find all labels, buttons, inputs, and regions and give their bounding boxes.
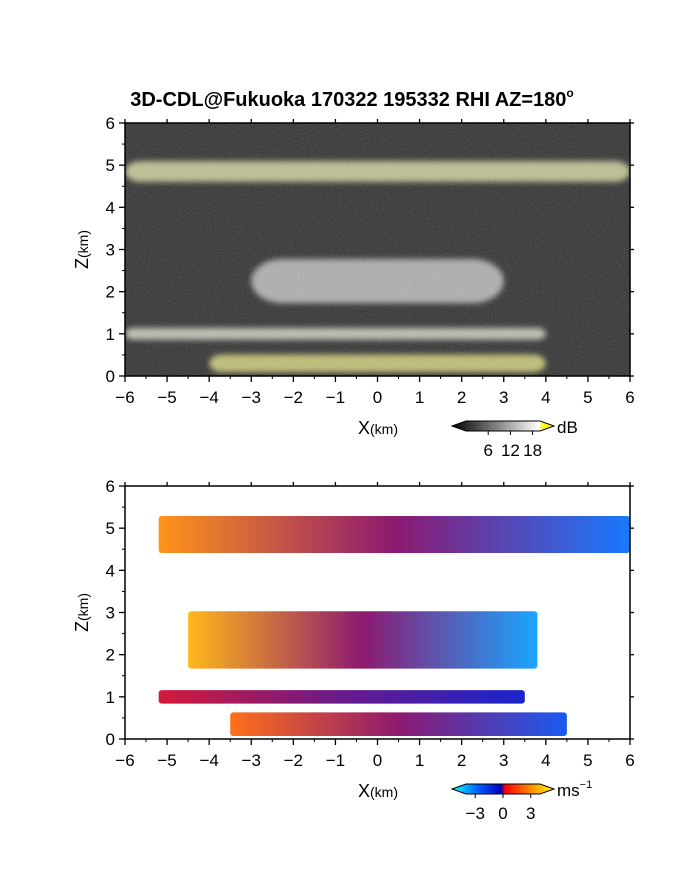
colorbar-tick-label: 3 xyxy=(526,804,535,823)
y-tick-label: 2 xyxy=(106,646,115,665)
colorbar-bar xyxy=(450,783,556,795)
colorbar-ticks: −3 0 3 xyxy=(466,794,535,823)
x-tick-label: −3 xyxy=(242,751,261,770)
y-axis-label: Z(km) xyxy=(72,593,92,632)
x-tick-label: −2 xyxy=(284,388,303,407)
y-tick-label: 2 xyxy=(106,283,115,302)
y-tick-label: 1 xyxy=(106,325,115,344)
x-tick-label: 1 xyxy=(415,388,424,407)
x-tick-label: 4 xyxy=(541,388,550,407)
x-tick-label: 5 xyxy=(583,388,592,407)
x-tick-label: 2 xyxy=(457,751,466,770)
x-tick-label: 1 xyxy=(415,751,424,770)
x-tick-label: 6 xyxy=(625,751,634,770)
x-tick-label: 0 xyxy=(373,751,382,770)
velocity-layer xyxy=(158,515,630,554)
colorbar-ticks: 6 12 18 xyxy=(483,431,542,460)
x-tick-label: 3 xyxy=(499,388,508,407)
colorbar-unit: dB xyxy=(557,418,578,437)
colorbar-tick-label: 18 xyxy=(523,441,542,460)
y-tick-label: 4 xyxy=(106,198,115,217)
x-tick-label: 5 xyxy=(583,751,592,770)
y-tick-label: 3 xyxy=(106,241,115,260)
x-tick-label: −2 xyxy=(284,751,303,770)
axes-frame: −6 −5 −4 −3 −2 −1 0 1 2 3 4 5 6 0 1 2 3 4 5 6 X(km) Z(km) xyxy=(72,114,635,438)
x-axis-label: X(km) xyxy=(358,418,398,438)
x-tick-label: −6 xyxy=(115,388,134,407)
velocity-layers xyxy=(158,515,630,737)
doppler-velocity-panel: −6 −5 −4 −3 −2 −1 0 1 2 3 4 5 6 0 1 2 3 4 5 6 X(km) Z(km) xyxy=(72,477,635,801)
reflectivity-colorbar: 6 12 18 dB xyxy=(450,418,578,460)
colorbar-tick-label: 0 xyxy=(498,804,507,823)
x-tick-label: −6 xyxy=(115,751,134,770)
y-axis-label: Z(km) xyxy=(72,230,92,269)
y-tick-label: 0 xyxy=(106,730,115,749)
x-tick-label: −5 xyxy=(157,388,176,407)
y-tick-label: 5 xyxy=(106,519,115,538)
y-tick-label: 0 xyxy=(106,367,115,386)
y-tick-label: 4 xyxy=(106,561,115,580)
y-tick-label: 1 xyxy=(106,688,115,707)
y-tick-label: 6 xyxy=(106,114,115,133)
x-tick-label: 6 xyxy=(625,388,634,407)
colorbar-unit: ms−1 xyxy=(557,779,592,800)
chart-title: 3D-CDL@Fukuoka 170322 195332 RHI AZ=180o xyxy=(130,86,574,111)
velocity-layer xyxy=(230,712,567,737)
x-axis-label: X(km) xyxy=(358,781,398,801)
x-tick-label: 0 xyxy=(373,388,382,407)
noise-texture xyxy=(125,123,630,376)
x-tick-label: −4 xyxy=(199,751,218,770)
x-tick-label: −1 xyxy=(326,751,345,770)
colorbar-tick-label: 6 xyxy=(483,441,492,460)
colorbar-tick-label: −3 xyxy=(466,804,485,823)
x-tick-label: 4 xyxy=(541,751,550,770)
x-tick-label: −5 xyxy=(157,751,176,770)
x-tick-label: 3 xyxy=(499,751,508,770)
y-tick-label: 6 xyxy=(106,477,115,496)
y-tick-label: 3 xyxy=(106,604,115,623)
velocity-layer xyxy=(158,690,525,704)
x-tick-label: −4 xyxy=(199,388,218,407)
x-tick-label: −1 xyxy=(326,388,345,407)
axes-frame: −6 −5 −4 −3 −2 −1 0 1 2 3 4 5 6 0 1 2 3 4 5 6 X(km) Z(km) xyxy=(72,477,635,801)
reflectivity-panel: −6 −5 −4 −3 −2 −1 0 1 2 3 4 5 6 0 1 2 3 4 5 6 X(km) Z(km) xyxy=(72,114,635,438)
colorbar-bar xyxy=(450,420,556,432)
x-tick-label: −3 xyxy=(242,388,261,407)
velocity-layer xyxy=(188,611,538,669)
velocity-colorbar: −3 0 3 ms−1 xyxy=(450,779,592,823)
y-tick-label: 5 xyxy=(106,156,115,175)
colorbar-tick-label: 12 xyxy=(501,441,520,460)
x-tick-label: 2 xyxy=(457,388,466,407)
